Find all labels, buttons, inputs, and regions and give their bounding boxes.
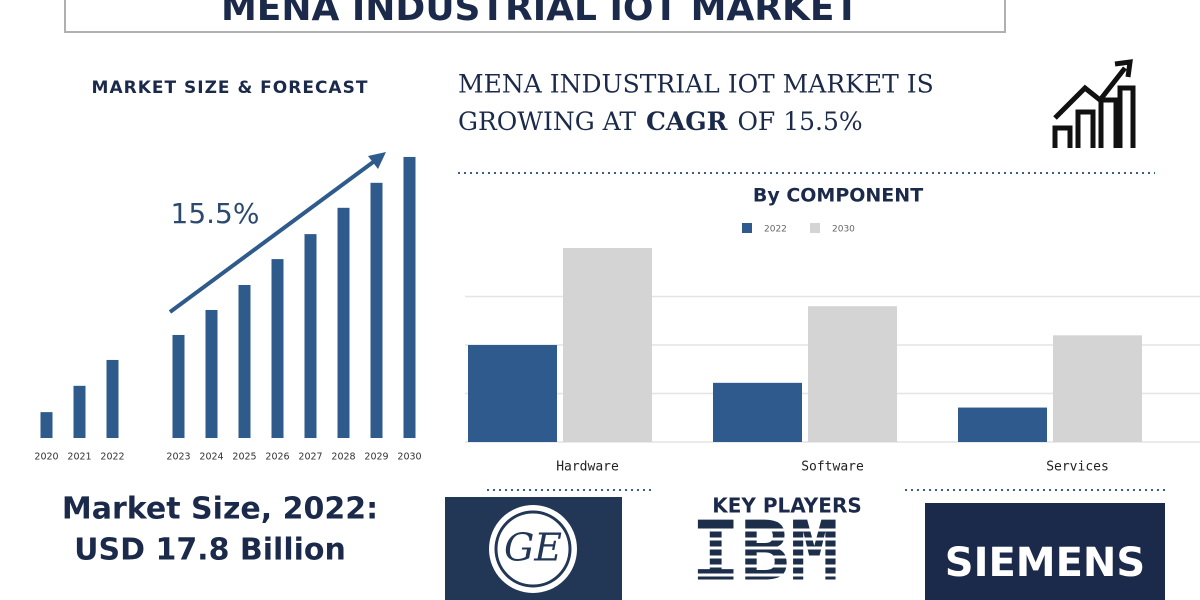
bar xyxy=(808,306,897,442)
x-tick-label: 2030 xyxy=(397,452,421,463)
bar xyxy=(468,345,557,442)
title-box xyxy=(64,0,1006,33)
x-tick-label: 2027 xyxy=(298,452,322,463)
headline-text: OF 15.5% xyxy=(737,107,862,136)
x-tick-label: 2025 xyxy=(232,452,256,463)
bar xyxy=(172,334,185,438)
key-players-heading: KEY PLAYERS xyxy=(712,494,862,518)
market-size-label: Market Size, 2022: xyxy=(62,492,378,527)
x-tick-label: 2023 xyxy=(166,452,190,463)
cagr-annotation: 15.5% xyxy=(171,197,260,230)
headline-line1: MENA INDUSTRIAL IOT MARKET IS xyxy=(458,70,934,99)
bar xyxy=(1053,335,1142,442)
ibm-stripes xyxy=(680,528,850,586)
x-tick-label: 2021 xyxy=(67,452,91,463)
x-tick-label: 2022 xyxy=(100,452,124,463)
x-tick-label: Hardware xyxy=(556,460,619,475)
trend-arrow xyxy=(168,155,382,314)
siemens-logo-text: SIEMENS xyxy=(945,540,1145,586)
chart-title: By COMPONENT xyxy=(753,185,923,207)
headline-line2: GROWING AT CAGR OF 15.5% xyxy=(458,107,863,136)
market-size-value: USD 17.8 Billion xyxy=(74,533,346,568)
headline-bold: CAGR xyxy=(646,107,728,136)
ge-logo-ring xyxy=(494,510,572,588)
bar xyxy=(713,382,802,442)
x-tick-label: Software xyxy=(801,460,864,475)
legend-label: 2030 xyxy=(832,225,855,235)
bar xyxy=(337,207,350,438)
legend-swatch xyxy=(810,223,820,233)
bar xyxy=(958,407,1047,442)
bar xyxy=(370,182,383,438)
bar xyxy=(40,412,53,438)
x-tick-label: 2029 xyxy=(364,452,388,463)
bar xyxy=(271,259,284,438)
legend-swatch xyxy=(742,223,752,233)
arrow-head xyxy=(368,152,386,169)
x-tick-label: 2026 xyxy=(265,452,289,463)
growth-icon xyxy=(1052,59,1136,148)
siemens-logo-box xyxy=(925,503,1165,600)
bar xyxy=(563,248,652,442)
bar xyxy=(205,309,218,438)
forecast-heading: MARKET SIZE & FORECAST xyxy=(92,78,369,98)
bar xyxy=(403,156,416,438)
legend-label: 2022 xyxy=(764,225,787,235)
x-tick-label: 2028 xyxy=(331,452,355,463)
x-tick-label: 2024 xyxy=(199,452,223,463)
x-tick-label: 2020 xyxy=(34,452,58,463)
headline-text: GROWING AT xyxy=(458,107,636,136)
bar xyxy=(106,359,119,438)
ge-logo-text: GE xyxy=(504,526,562,570)
ge-logo-circle xyxy=(489,505,577,593)
x-tick-label: Services xyxy=(1046,460,1109,475)
bar xyxy=(304,234,317,438)
main-title: MENA INDUSTRIAL IOT MARKET xyxy=(221,0,859,29)
bar xyxy=(73,385,86,438)
bar xyxy=(238,284,251,438)
